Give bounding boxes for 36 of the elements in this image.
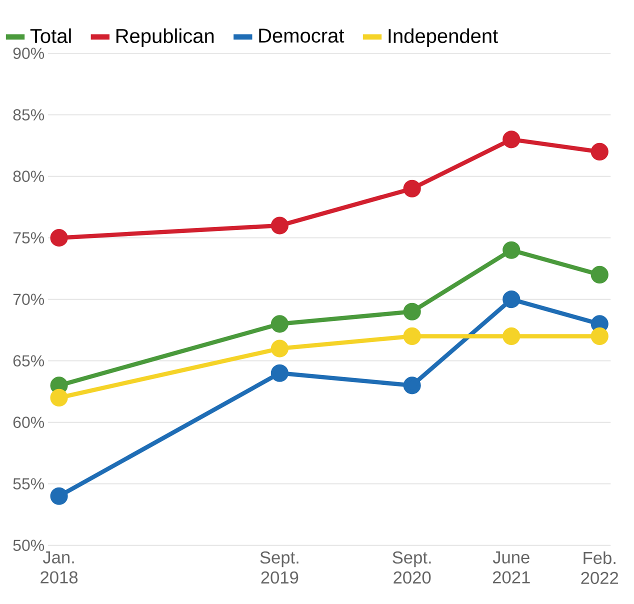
legend-label: Republican	[116, 28, 214, 48]
legend-label: Independent	[388, 28, 498, 48]
point	[270, 315, 288, 333]
y-tick-label: 90%	[13, 48, 44, 59]
point	[270, 364, 288, 382]
point	[502, 130, 520, 148]
x-tick-label: Feb. 2022	[581, 551, 618, 584]
point	[590, 142, 608, 161]
point	[590, 327, 608, 346]
y-tick-label: 75%	[13, 232, 44, 244]
y-tick-label: 85%	[13, 109, 44, 120]
x-tick-label: June 2021	[492, 551, 530, 584]
point	[50, 229, 68, 247]
point	[502, 290, 520, 308]
y-tick-label: 70%	[13, 294, 44, 305]
x-tick-label: Sept. 2020	[392, 551, 431, 584]
x-tick-label: Jan. 2018	[40, 551, 78, 584]
y-tick-label: 80%	[13, 170, 44, 182]
y-tick-label: 50%	[13, 540, 44, 551]
legend-label: Democrat	[259, 28, 344, 43]
y-tick-label: 65%	[13, 355, 44, 366]
point	[590, 266, 608, 284]
point	[50, 487, 68, 505]
point	[403, 376, 421, 394]
point	[403, 327, 421, 346]
point	[270, 216, 288, 234]
point	[403, 180, 421, 198]
x-tick-label: Sept. 2019	[260, 551, 298, 584]
point	[50, 388, 68, 407]
point	[403, 302, 421, 320]
point	[502, 241, 520, 259]
y-tick-label: 60%	[13, 416, 44, 428]
y-tick-label: 55%	[13, 478, 44, 490]
legend-label: Total	[30, 28, 71, 44]
point	[270, 340, 288, 358]
point	[502, 327, 520, 346]
